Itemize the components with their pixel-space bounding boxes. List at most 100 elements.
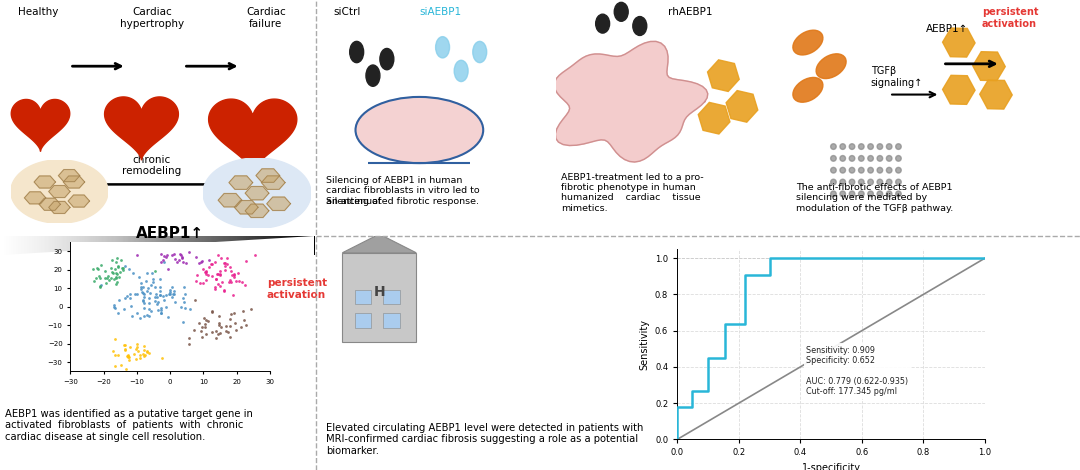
Polygon shape — [64, 176, 84, 188]
Point — [180, 335, 198, 342]
Point — [143, 281, 160, 289]
Point — [207, 275, 225, 283]
Point — [186, 296, 203, 303]
Point — [147, 283, 164, 290]
Point — [210, 270, 227, 278]
Circle shape — [840, 191, 846, 196]
Point — [108, 273, 125, 280]
Point — [194, 265, 212, 273]
Circle shape — [877, 179, 882, 185]
Point — [221, 315, 239, 322]
Ellipse shape — [366, 65, 380, 86]
Point — [217, 322, 234, 330]
Point — [118, 352, 135, 360]
Text: AEBP1-treatment led to a pro-
fibrotic phenotype in human
humanized    cardiac  : AEBP1-treatment led to a pro- fibrotic p… — [561, 172, 703, 213]
Point — [232, 323, 249, 331]
Point — [122, 294, 139, 302]
Point — [132, 285, 149, 293]
Point — [89, 264, 106, 272]
Point — [103, 265, 120, 272]
Point — [99, 273, 117, 280]
Point — [117, 295, 134, 302]
Point — [173, 251, 190, 259]
Text: Healthy: Healthy — [17, 7, 58, 17]
Point — [200, 263, 217, 270]
Point — [98, 274, 116, 282]
Polygon shape — [342, 234, 416, 253]
Point — [117, 341, 134, 349]
Point — [121, 290, 138, 298]
Point — [119, 292, 136, 300]
Point — [158, 253, 175, 261]
Circle shape — [887, 144, 892, 149]
Point — [107, 280, 124, 288]
Circle shape — [877, 167, 882, 173]
Point — [221, 333, 239, 341]
Point — [136, 346, 153, 354]
Point — [145, 275, 162, 283]
Text: Cardiac
failure: Cardiac failure — [246, 7, 286, 29]
Point — [174, 319, 191, 326]
Point — [137, 352, 154, 359]
Point — [237, 257, 254, 265]
Polygon shape — [105, 97, 178, 160]
Point — [164, 290, 181, 298]
Point — [117, 262, 134, 269]
Text: rhAEBP1: rhAEBP1 — [667, 7, 712, 17]
Point — [222, 271, 240, 278]
Point — [208, 270, 226, 278]
Point — [96, 267, 113, 274]
Polygon shape — [2, 236, 314, 255]
Point — [127, 345, 145, 353]
Point — [105, 304, 122, 311]
Point — [98, 280, 116, 287]
Text: persistent
activation: persistent activation — [982, 7, 1039, 29]
Point — [197, 321, 214, 328]
Point — [156, 258, 173, 266]
Text: chronic
remodeling: chronic remodeling — [122, 155, 181, 176]
Point — [114, 264, 132, 271]
Point — [176, 290, 193, 298]
Point — [234, 308, 252, 315]
Point — [231, 277, 248, 284]
Text: persistent
activation: persistent activation — [267, 278, 327, 300]
Point — [152, 309, 170, 317]
Point — [211, 282, 228, 290]
Polygon shape — [58, 170, 80, 182]
Point — [207, 327, 225, 335]
Point — [206, 284, 224, 291]
Circle shape — [831, 144, 836, 149]
Point — [213, 254, 230, 262]
Point — [139, 269, 157, 277]
Point — [117, 345, 134, 353]
Point — [104, 268, 121, 276]
Text: TGFβ
signaling↑: TGFβ signaling↑ — [870, 66, 922, 88]
Point — [129, 251, 146, 259]
Ellipse shape — [455, 60, 468, 82]
Point — [219, 329, 237, 336]
Ellipse shape — [380, 48, 394, 70]
Point — [148, 293, 165, 300]
Point — [222, 267, 240, 274]
Ellipse shape — [793, 30, 823, 55]
Point — [113, 264, 131, 272]
Point — [143, 307, 160, 315]
Point — [110, 263, 127, 270]
Point — [166, 298, 184, 306]
Point — [149, 306, 166, 314]
Point — [114, 266, 132, 274]
Ellipse shape — [816, 54, 846, 78]
Point — [133, 283, 150, 291]
Point — [221, 264, 239, 271]
Point — [149, 300, 166, 308]
Point — [85, 277, 103, 285]
Point — [103, 274, 120, 282]
Circle shape — [887, 167, 892, 173]
Polygon shape — [554, 41, 707, 162]
Point — [207, 334, 225, 342]
Point — [161, 290, 178, 298]
Text: H: H — [374, 285, 386, 299]
Point — [154, 292, 172, 300]
Point — [109, 255, 126, 262]
Point — [212, 271, 229, 279]
